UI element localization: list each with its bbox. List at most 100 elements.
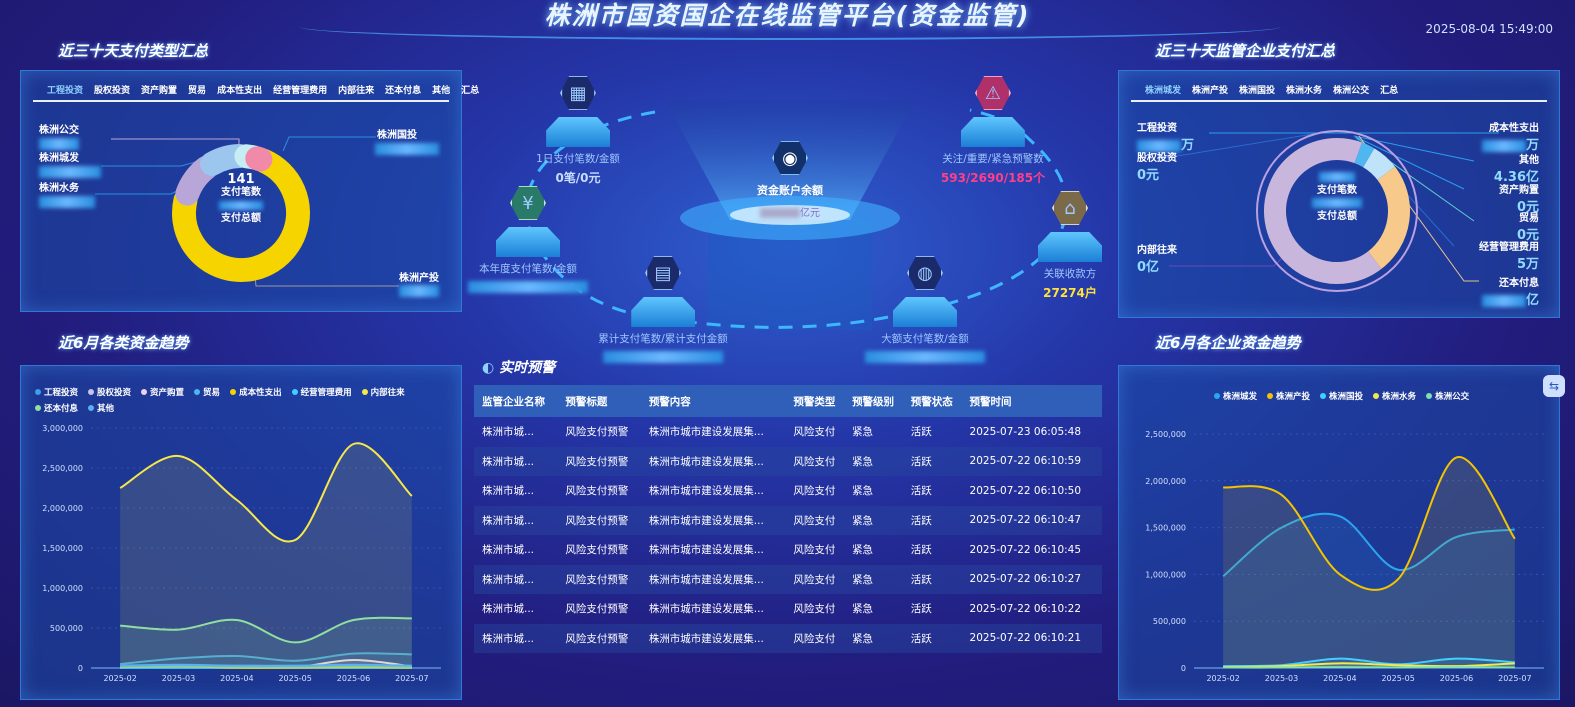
stat-node: ⌂ 关联收款方 27274户: [1038, 190, 1102, 301]
series-line[interactable]: [119, 442, 413, 543]
category-value: 亿: [1481, 289, 1539, 308]
category-label: 股权投资 0元: [1137, 149, 1177, 183]
series-line[interactable]: [120, 616, 412, 644]
table-row[interactable]: 株洲市城... 风险支付预警 株洲市城市建设发展集... 风险支付 紧急 活跃 2025-0…: [474, 623, 1102, 653]
table-row[interactable]: 株洲市城... 风险支付预警 株洲市城市建设发展集... 风险支付 紧急 活跃 2025-0…: [474, 505, 1102, 535]
column-header[interactable]: 预警标题: [557, 385, 641, 417]
blurred-value: [865, 350, 985, 363]
table-cell: 风险支付: [793, 544, 836, 557]
column-header[interactable]: 预警级别: [844, 385, 903, 417]
legend-item[interactable]: 株洲产投: [1267, 390, 1310, 402]
column-header[interactable]: 预警状态: [902, 385, 962, 417]
legend-label: 工程投资: [44, 388, 79, 398]
table-cell: 活跃: [902, 446, 962, 476]
blurred-value: [1481, 294, 1526, 307]
legend-label: 内部往来: [370, 388, 405, 398]
enterprise-payment-donut: [1158, 130, 1499, 292]
table-cell: 紧急: [852, 603, 874, 616]
payment-type-donut: [95, 136, 399, 287]
tab[interactable]: 株洲城发: [1145, 86, 1182, 96]
table-row[interactable]: 株洲市城... 风险支付预警 株洲市城市建设发展集... 风险支付 紧急 活跃 2025-0…: [474, 476, 1102, 506]
column-header[interactable]: 预警内容: [640, 385, 786, 417]
tab[interactable]: 工程投资: [47, 86, 84, 96]
column-header[interactable]: 预警时间: [961, 385, 1102, 417]
table-row[interactable]: 株洲市城... 风险支付预警 株洲市城市建设发展集... 风险支付 紧急 活跃 2025-0…: [474, 564, 1102, 594]
table-cell: 株洲市城...: [482, 603, 535, 616]
tab[interactable]: 株洲产投: [1192, 86, 1229, 96]
legend-dot: [1267, 393, 1274, 399]
tab[interactable]: 汇总: [1380, 86, 1399, 96]
platform-decoration: [1038, 232, 1102, 262]
tab[interactable]: 股权投资: [94, 86, 131, 96]
legend-item[interactable]: 株洲公交: [1426, 390, 1469, 402]
tab[interactable]: 资产购置: [141, 86, 178, 96]
legend-item[interactable]: 经营管理费用: [291, 386, 352, 398]
legend-item[interactable]: 资产购置: [141, 386, 184, 398]
series-line[interactable]: [120, 663, 412, 667]
stat-value: 27274户: [1043, 286, 1097, 300]
legend-item[interactable]: 株洲城发: [1214, 390, 1257, 402]
series-line[interactable]: [1222, 512, 1515, 578]
legend-item[interactable]: 其他: [88, 402, 114, 414]
column-header[interactable]: 监管企业名称: [474, 385, 558, 417]
legend-item[interactable]: 株洲国投: [1320, 390, 1363, 402]
table-cell: 紧急: [852, 426, 874, 439]
stat-value: 0笔/0元: [555, 171, 601, 185]
stat-value: [598, 349, 728, 363]
table-cell: 株洲市城市建设发展集...: [640, 564, 786, 594]
tab[interactable]: 株洲公交: [1333, 86, 1370, 96]
table-cell: 2025-07-22 06:10:59: [961, 446, 1102, 476]
legend-item[interactable]: 株洲水务: [1373, 390, 1416, 402]
category-value-text: 亿: [1525, 293, 1539, 308]
table-cell: 株洲市城...: [474, 564, 558, 594]
legend-item[interactable]: 还本付息: [35, 402, 78, 414]
legend-dot: [141, 389, 148, 395]
table-row[interactable]: 株洲市城... 风险支付预警 株洲市城市建设发展集... 风险支付 紧急 活跃 2025-0…: [474, 535, 1102, 565]
category-name: 其他: [1519, 155, 1539, 166]
series-line[interactable]: [1223, 456, 1516, 591]
table-cell: 紧急: [852, 544, 874, 557]
tab[interactable]: 内部往来: [338, 86, 375, 96]
table-cell: 风险支付预警: [557, 505, 641, 535]
table-cell: 活跃: [910, 485, 932, 498]
category-label: 还本付息亿: [1481, 274, 1539, 308]
platform-decoration: [546, 117, 610, 147]
tab[interactable]: 汇总: [461, 86, 480, 96]
y-tick-label: 0: [1181, 664, 1186, 673]
tab[interactable]: 成本性支出: [217, 86, 263, 96]
tab[interactable]: 贸易: [188, 86, 207, 96]
table-row[interactable]: 株洲市城... 风险支付预警 株洲市城市建设发展集... 风险支付 紧急 活跃 2025-0…: [474, 446, 1102, 476]
side-toggle-button[interactable]: ⇆: [1543, 375, 1565, 397]
stat-label: 关注/重要/紧急预警数: [942, 153, 1044, 165]
table-cell: 株洲市城...: [474, 623, 558, 653]
grid-icon: ▦: [560, 76, 596, 110]
table-row[interactable]: 株洲市城... 风险支付预警 株洲市城市建设发展集... 风险支付 紧急 活跃 2025-0…: [474, 594, 1102, 624]
column-header[interactable]: 预警类型: [785, 385, 845, 417]
legend-item[interactable]: 内部往来: [361, 386, 405, 398]
series-line[interactable]: [1223, 666, 1515, 669]
legend-item[interactable]: 股权投资: [88, 386, 131, 398]
tab[interactable]: 株洲国投: [1239, 86, 1276, 96]
legend-label: 株洲国投: [1329, 392, 1364, 402]
table-cell: 株洲市城市建设发展集...: [648, 485, 764, 498]
table-cell: 风险支付: [785, 505, 845, 535]
series-line[interactable]: [1223, 662, 1515, 669]
stat-node: ⚠ 关注/重要/紧急预警数 593/2690/185个: [941, 75, 1045, 186]
table-cell: 株洲市城...: [474, 505, 558, 535]
table-cell: 活跃: [902, 564, 962, 594]
x-tick-label: 2025-05: [1381, 674, 1414, 683]
legend-dot: [88, 389, 95, 395]
legend-label: 还本付息: [44, 404, 79, 414]
legend-item[interactable]: 贸易: [194, 386, 220, 398]
category-label: 经营管理费用 5万: [1479, 238, 1539, 272]
series-line[interactable]: [120, 652, 412, 665]
table-row[interactable]: 株洲市城... 风险支付预警 株洲市城市建设发展集... 风险支付 紧急 活跃 2025-0…: [474, 417, 1102, 447]
legend-dot: [1214, 393, 1220, 399]
legend-item[interactable]: 工程投资: [35, 386, 78, 398]
legend-item[interactable]: 成本性支出: [230, 386, 282, 398]
tab[interactable]: 还本付息: [385, 86, 422, 96]
category-value-text: 5万: [1516, 257, 1539, 272]
tab[interactable]: 株洲水务: [1286, 86, 1323, 96]
tab[interactable]: 其他: [432, 86, 451, 96]
tab[interactable]: 经营管理费用: [273, 86, 328, 96]
